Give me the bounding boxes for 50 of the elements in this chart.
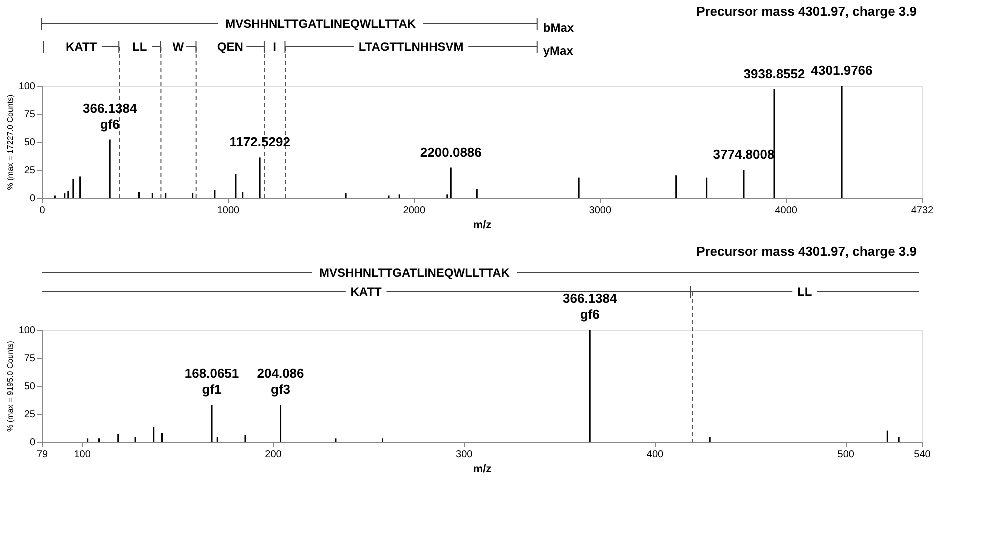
annotation: 3938.8552 — [744, 66, 806, 82]
annotation: 168.0651 gf1 — [184, 366, 240, 398]
text: MVSHHNLTTGATLINEQWLLTTAK — [320, 266, 510, 280]
annotation: 1172.5292 — [230, 134, 290, 150]
y-tick-label: 0 — [30, 194, 36, 204]
text: bMax — [543, 21, 574, 35]
text: yMax — [543, 44, 574, 58]
y-tick-label: 50 — [24, 382, 36, 392]
x-tick-label: 4732 — [911, 206, 934, 216]
y-tick-label: 100 — [18, 326, 36, 336]
annotation: 2200.0886 — [420, 144, 482, 160]
x-tick-label: 4000 — [775, 206, 798, 216]
annotation: 4301.9766 — [811, 63, 873, 78]
x-tick-label: 200 — [265, 450, 282, 460]
y-tick-label: 50 — [24, 138, 36, 148]
annotation: 366.1384 gf6 — [563, 291, 618, 322]
text: KATT — [350, 285, 383, 299]
text: I — [273, 40, 277, 54]
x-tick-label: 0 — [40, 206, 46, 216]
x-axis-title: m/z — [473, 464, 492, 476]
annotation: 3774.8008 — [713, 147, 775, 162]
annotation: 204.086 gf3 — [257, 366, 304, 398]
y-tick-label: 75 — [24, 110, 36, 120]
text: LL — [797, 285, 812, 299]
x-tick-label: 1000 — [217, 206, 240, 216]
chart-title: Precursor mass 4301.97, charge 3.9 — [696, 244, 917, 259]
text: LTAGTTLNHHSVM — [358, 40, 464, 54]
y-tick-label: 25 — [24, 410, 36, 420]
x-tick-label: 3000 — [589, 206, 612, 216]
annotation: 366.1384 gf6 — [82, 100, 138, 132]
y-tick-label: 25 — [24, 166, 36, 176]
text: W — [172, 40, 185, 54]
y-axis-title: % (max = 9195.0 Counts) — [6, 340, 15, 432]
x-axis-title: m/z — [473, 220, 492, 232]
x-tick-label: 400 — [646, 450, 664, 460]
y-tick-label: 75 — [24, 354, 36, 364]
x-tick-label: 300 — [456, 450, 474, 460]
text: KATT — [66, 40, 98, 54]
y-tick-label: 100 — [18, 82, 36, 92]
x-tick-label: 100 — [74, 450, 92, 460]
x-tick-label: 540 — [914, 450, 932, 460]
y-tick-label: 0 — [30, 438, 36, 448]
y-axis-title: % (max = 17227.0 Counts) — [6, 94, 15, 190]
text: QEN — [217, 40, 244, 54]
chart-title: Precursor mass 4301.97, charge 3.9 — [696, 4, 917, 19]
x-tick-label: 79 — [36, 450, 48, 460]
text: MVSHHNLTTGATLINEQWLLTTAK — [226, 17, 416, 31]
x-tick-label: 2000 — [403, 206, 426, 216]
text: LL — [132, 40, 148, 54]
x-tick-label: 500 — [838, 450, 855, 460]
